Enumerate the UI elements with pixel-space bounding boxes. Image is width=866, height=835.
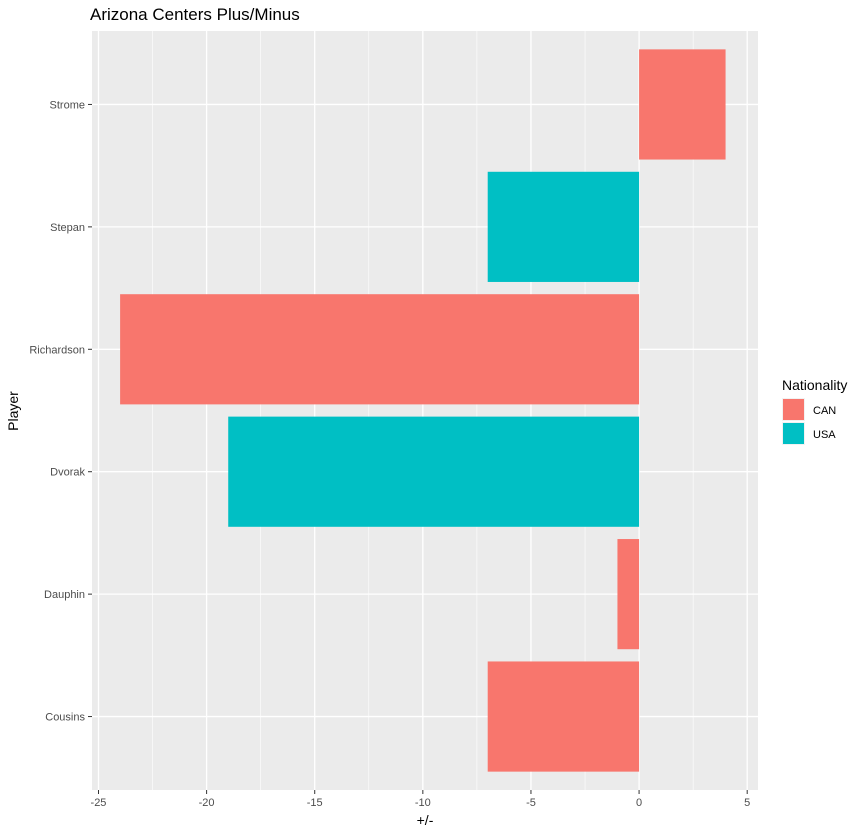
x-tick-label: -20 — [199, 797, 215, 809]
bar-dauphin — [617, 539, 640, 650]
x-tick-label: -25 — [91, 797, 107, 809]
legend-label-usa: USA — [813, 429, 836, 441]
legend-swatch-usa — [783, 423, 804, 444]
y-tick-label: Stepan — [50, 222, 85, 234]
y-tick-label: Dvorak — [50, 467, 85, 479]
legend-label-can: CAN — [813, 405, 836, 417]
bar-strome — [639, 49, 726, 160]
x-tick-label: 5 — [744, 797, 750, 809]
x-tick-label: 0 — [636, 797, 642, 809]
bar-dvorak — [228, 416, 640, 527]
legend: Nationality CAN USA — [782, 377, 847, 445]
x-axis: -25 -20 -15 -10 -5 0 5 — [91, 790, 750, 809]
legend-title: Nationality — [782, 377, 847, 393]
y-axis-title: Player — [5, 391, 21, 431]
y-tick-label: Cousins — [45, 712, 85, 724]
x-tick-label: -15 — [307, 797, 323, 809]
x-tick-label: -5 — [526, 797, 536, 809]
x-axis-title: +/- — [417, 812, 434, 828]
legend-entries: CAN USA — [782, 398, 836, 445]
bar-stepan — [487, 171, 640, 282]
y-tick-label: Richardson — [29, 344, 85, 356]
bars — [120, 49, 726, 772]
chart-title: Arizona Centers Plus/Minus — [90, 5, 300, 24]
y-tick-label: Strome — [50, 99, 85, 111]
y-axis: Cousins Dauphin Dvorak Richardson Stepan Stro… — [29, 99, 92, 724]
bar-cousins — [487, 661, 640, 772]
bar-richardson — [120, 294, 640, 405]
y-tick-label: Dauphin — [44, 589, 85, 601]
legend-swatch-can — [783, 399, 804, 420]
x-tick-label: -10 — [415, 797, 431, 809]
